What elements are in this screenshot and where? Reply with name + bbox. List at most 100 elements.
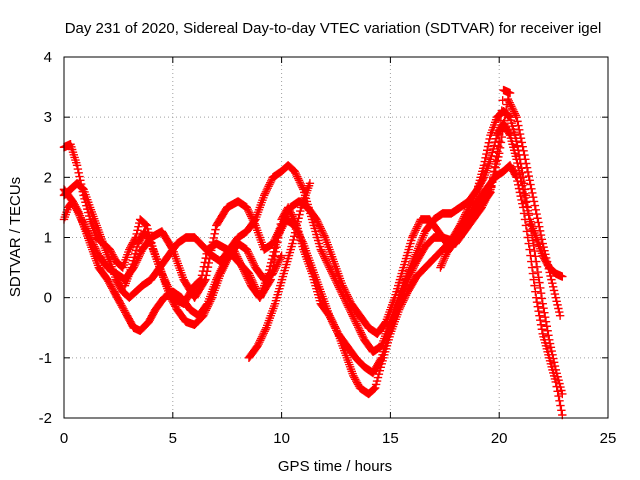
- data-point: [554, 391, 563, 401]
- data-point: [529, 241, 538, 250]
- data-point: [494, 142, 503, 151]
- data-point: [487, 183, 496, 192]
- data-point: [141, 220, 150, 229]
- y-tick-label: -1: [39, 350, 52, 367]
- data-point: [512, 173, 521, 182]
- x-tick-label: 10: [273, 430, 290, 447]
- data-point: [130, 249, 140, 259]
- data-point: [516, 191, 525, 201]
- data-point: [288, 239, 297, 248]
- data-point: [535, 278, 544, 287]
- data-point: [537, 325, 547, 334]
- data-point: [557, 386, 566, 395]
- data-point: [537, 294, 547, 303]
- data-point: [292, 221, 302, 230]
- data-point: [553, 300, 562, 310]
- data-point: [548, 279, 557, 288]
- data-point: [539, 242, 548, 252]
- x-tick-label: 25: [600, 430, 617, 447]
- data-point: [513, 117, 522, 126]
- data-point: [486, 188, 495, 197]
- data-point: [555, 307, 564, 317]
- data-point: [513, 176, 522, 186]
- data-point: [548, 282, 558, 292]
- data-point: [531, 205, 540, 215]
- data-point: [550, 289, 560, 299]
- data-point: [268, 251, 278, 260]
- data-point: [527, 257, 536, 266]
- data-point: [491, 157, 500, 166]
- data-point: [501, 111, 510, 120]
- data-point: [495, 126, 505, 136]
- data-point: [544, 264, 554, 273]
- data-point: [513, 141, 522, 150]
- data-point: [529, 197, 539, 206]
- series-track-5: [120, 227, 286, 329]
- data-point: [483, 146, 492, 155]
- data-point: [142, 221, 151, 230]
- data-point: [495, 137, 504, 146]
- data-point: [542, 253, 551, 263]
- data-point: [202, 271, 211, 280]
- data-point: [208, 237, 218, 247]
- data-point: [505, 88, 515, 98]
- data-point: [514, 121, 523, 130]
- x-tick-label: 0: [60, 430, 68, 447]
- data-point: [296, 206, 305, 216]
- data-point: [537, 235, 547, 244]
- data-point: [497, 132, 507, 142]
- data-point: [540, 313, 550, 322]
- data-point: [532, 297, 542, 307]
- axis-tick-labels: 0 5 10 15 20 25 -2 -1 0 1 2 3 4: [39, 49, 617, 447]
- data-point: [528, 269, 538, 278]
- data-point: [485, 189, 494, 198]
- data-point: [538, 239, 547, 248]
- data-point: [526, 251, 535, 260]
- data-point: [289, 235, 298, 245]
- data-point: [532, 262, 542, 272]
- data-point: [522, 202, 532, 211]
- y-tick-label: 1: [44, 230, 52, 247]
- data-point: [481, 153, 490, 162]
- data-point: [531, 293, 541, 302]
- data-point: [515, 188, 525, 197]
- data-point: [487, 151, 496, 161]
- data-point: [204, 258, 213, 268]
- data-point: [534, 273, 543, 282]
- data-point: [527, 263, 537, 272]
- data-point: [499, 121, 508, 131]
- data-point: [549, 358, 559, 367]
- data-point: [488, 172, 498, 182]
- data-point: [536, 320, 546, 329]
- data-point: [505, 112, 514, 121]
- data-point: [290, 228, 300, 237]
- data-point: [492, 152, 501, 161]
- data-point: [371, 380, 381, 389]
- chart-title: Day 231 of 2020, Sidereal Day-to-day VTE…: [65, 20, 602, 37]
- data-point: [200, 276, 209, 286]
- data-point: [290, 232, 299, 241]
- data-point: [532, 209, 541, 219]
- data-point: [524, 210, 533, 220]
- x-tick-label: 15: [382, 430, 399, 447]
- y-tick-label: 0: [44, 290, 52, 307]
- data-point: [535, 311, 544, 320]
- data-point: [529, 275, 538, 284]
- data-point: [552, 297, 561, 306]
- data-point: [202, 267, 212, 276]
- data-point: [211, 225, 220, 234]
- data-point: [541, 250, 550, 259]
- data-point: [486, 155, 495, 164]
- y-tick-label: 3: [44, 109, 52, 126]
- data-point: [515, 129, 525, 139]
- data-point: [557, 406, 566, 415]
- data-point: [519, 209, 529, 218]
- data-point: [210, 229, 219, 238]
- data-point: [373, 373, 383, 382]
- data-point: [523, 167, 533, 177]
- data-point: [128, 259, 137, 269]
- data-point: [528, 192, 538, 202]
- data-point: [372, 376, 382, 386]
- data-point: [270, 244, 279, 253]
- data-point: [540, 308, 549, 317]
